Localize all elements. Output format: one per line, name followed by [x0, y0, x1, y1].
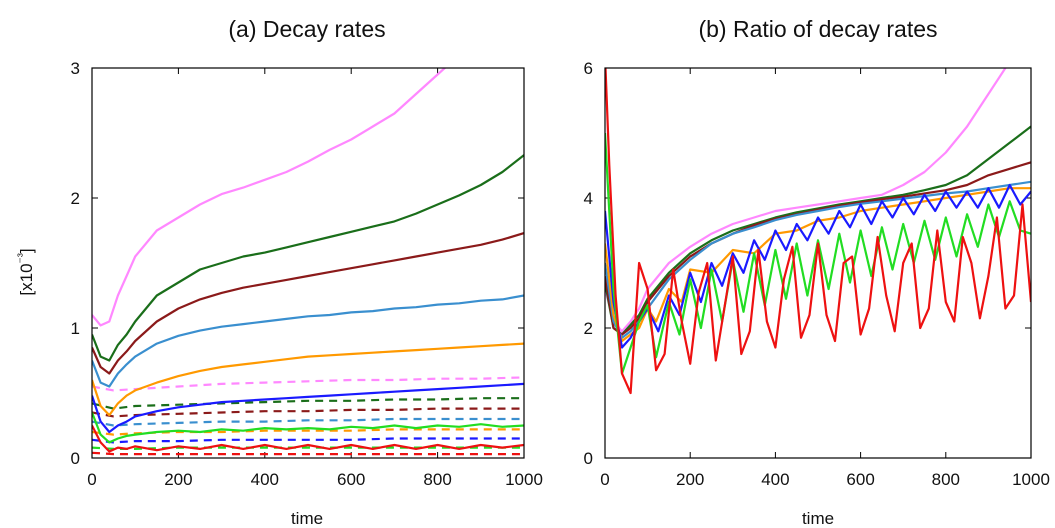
series-line-solid-4 [92, 342, 524, 417]
y-tick-label: 4 [584, 189, 593, 208]
panel-a: (a) Decay rates [x10⁻³] time 0 200 400 600 8… [15, 16, 543, 528]
y-tick-label: 2 [584, 319, 593, 338]
chart-title-a: (a) Decay rates [228, 16, 385, 42]
series-lines-b [605, 68, 1031, 395]
x-tick-label: 600 [846, 470, 874, 489]
series-line-solid-1 [605, 125, 1031, 336]
x-tick-label: 400 [761, 470, 789, 489]
x-tick-label: 0 [87, 470, 96, 489]
plot-frame-b [604, 67, 1032, 459]
x-tick-label: 200 [164, 470, 192, 489]
series-line-solid-3 [92, 294, 524, 388]
series-line-dashed-11 [92, 417, 524, 427]
series-line-solid-7 [605, 68, 1031, 395]
series-line-dashed-12 [92, 428, 524, 436]
x-tick-label: 400 [251, 470, 279, 489]
x-tick-label: 0 [600, 470, 609, 489]
series-line-solid-0 [92, 68, 447, 327]
x-tick-label: 600 [337, 470, 365, 489]
y-tick-label: 2 [71, 189, 80, 208]
x-tick-label: 800 [932, 470, 960, 489]
y-tick-label: 0 [71, 449, 80, 468]
ticks-b: 0 200 400 600 800 1000 0 2 4 6 [584, 59, 1050, 489]
series-lines-a [92, 68, 524, 456]
y-axis-label-a: [x10⁻³] [15, 248, 36, 295]
series-line-solid-0 [605, 68, 1007, 333]
series-line-solid-6 [605, 132, 1031, 375]
x-tick-label: 1000 [505, 470, 543, 489]
series-line-dashed-13 [92, 437, 524, 444]
series-line-dashed-15 [92, 451, 524, 456]
series-line-dashed-14 [92, 446, 524, 450]
x-axis-label-b: time [802, 509, 834, 528]
series-line-solid-7 [92, 425, 524, 453]
plot-frame-a [91, 67, 525, 459]
series-line-solid-2 [92, 232, 524, 375]
series-line-dashed-10 [92, 407, 524, 418]
series-line-dashed-9 [92, 397, 524, 410]
chart-title-b: (b) Ratio of decay rates [698, 16, 937, 42]
y-tick-label: 0 [584, 449, 593, 468]
y-tick-label: 1 [71, 319, 80, 338]
series-line-solid-5 [92, 382, 524, 434]
x-tick-label: 800 [423, 470, 451, 489]
panel-b: (b) Ratio of decay rates time 0 200 400 600… [584, 16, 1050, 528]
x-tick-label: 200 [676, 470, 704, 489]
series-line-dashed-8 [92, 376, 524, 392]
series-line-solid-5 [605, 183, 1031, 349]
x-axis-label-a: time [291, 509, 323, 528]
series-line-solid-1 [92, 154, 524, 362]
y-tick-label: 3 [71, 59, 80, 78]
x-tick-label: 1000 [1012, 470, 1050, 489]
series-line-solid-6 [92, 412, 524, 444]
y-tick-label: 6 [584, 59, 593, 78]
